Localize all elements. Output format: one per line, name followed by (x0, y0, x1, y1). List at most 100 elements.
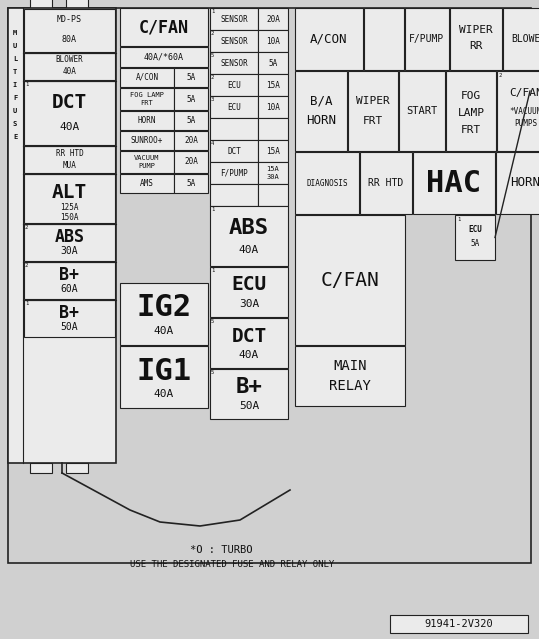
Text: FOG: FOG (461, 91, 481, 101)
Text: FRT: FRT (363, 116, 383, 126)
Text: 2: 2 (499, 73, 502, 78)
Bar (24, 174, 115, 223)
Text: SENSOR: SENSOR (220, 15, 248, 24)
Text: F: F (13, 95, 17, 101)
Bar (258, 184, 288, 206)
Text: HORN: HORN (306, 114, 336, 128)
Bar (120, 283, 208, 345)
Text: 125A: 125A (60, 203, 79, 213)
Bar (295, 346, 405, 406)
Text: 1: 1 (211, 268, 214, 273)
Text: 5: 5 (211, 319, 214, 324)
Text: F/PUMP: F/PUMP (410, 34, 445, 44)
Text: MAIN: MAIN (333, 359, 367, 373)
Bar (24, 9, 115, 52)
Bar (66, 463, 88, 473)
Bar (405, 8, 449, 70)
Bar (210, 140, 258, 162)
Text: START: START (406, 106, 438, 116)
Bar (210, 118, 258, 140)
Bar (30, 463, 52, 473)
Text: PUMP: PUMP (139, 164, 155, 169)
Text: ECU: ECU (468, 224, 482, 233)
Text: BLOWER: BLOWER (56, 56, 84, 65)
Text: ECU: ECU (231, 275, 267, 295)
Text: RR HTD: RR HTD (56, 150, 84, 158)
Text: ABS: ABS (229, 218, 269, 238)
Text: 15A: 15A (266, 81, 280, 89)
Text: B+: B+ (59, 304, 79, 322)
Text: L: L (13, 56, 17, 62)
Bar (8, 8, 116, 463)
Text: 5A: 5A (186, 116, 196, 125)
Bar (174, 131, 208, 150)
Text: HORN: HORN (138, 116, 156, 125)
Bar (24, 146, 115, 173)
Bar (210, 267, 288, 317)
Text: SENSOR: SENSOR (220, 36, 248, 45)
Bar (364, 8, 404, 70)
Bar (174, 88, 208, 110)
Bar (455, 215, 495, 260)
Text: T: T (13, 69, 17, 75)
Text: 1: 1 (25, 301, 28, 306)
Bar (120, 131, 174, 150)
Text: *O : TURBO: *O : TURBO (190, 545, 252, 555)
Text: IG2: IG2 (136, 293, 191, 323)
Text: AMS: AMS (140, 179, 154, 188)
Text: 10A: 10A (266, 102, 280, 111)
Text: WIPER: WIPER (356, 96, 390, 106)
Text: 5A: 5A (186, 73, 196, 82)
Bar (120, 174, 174, 193)
Text: DCT: DCT (227, 146, 241, 155)
Bar (258, 118, 288, 140)
Bar (450, 8, 502, 70)
Text: 5A: 5A (186, 95, 196, 104)
Text: 30A: 30A (267, 174, 279, 180)
Text: MUA: MUA (63, 160, 77, 169)
Bar (399, 71, 445, 151)
Text: 5: 5 (211, 370, 214, 375)
Bar (120, 151, 174, 173)
Bar (66, 0, 88, 8)
Bar (24, 224, 115, 261)
Bar (24, 53, 115, 80)
Text: 15A: 15A (267, 166, 279, 172)
Bar (348, 71, 398, 151)
Text: 10A: 10A (266, 36, 280, 45)
Bar (295, 8, 363, 70)
Bar (295, 215, 405, 345)
Text: 30A: 30A (61, 246, 78, 256)
Bar (24, 81, 115, 145)
Bar (210, 162, 258, 184)
Text: ECU: ECU (227, 102, 241, 111)
Bar (258, 162, 288, 184)
Text: C/FAN: C/FAN (139, 18, 189, 36)
Text: 5A: 5A (268, 59, 278, 68)
Bar (258, 52, 288, 74)
Text: 2: 2 (211, 75, 214, 80)
Text: C/FAN: C/FAN (321, 270, 379, 289)
Bar (174, 174, 208, 193)
Bar (174, 151, 208, 173)
Text: SENSOR: SENSOR (220, 59, 248, 68)
Bar (30, 0, 52, 8)
Bar (24, 300, 115, 337)
Text: 1: 1 (457, 217, 460, 222)
Text: 20A: 20A (184, 157, 198, 167)
Text: B+: B+ (236, 377, 262, 397)
Bar (496, 152, 539, 214)
Bar (503, 8, 539, 70)
Text: A/CON: A/CON (135, 73, 158, 82)
Text: FRT: FRT (461, 125, 481, 135)
Text: 40A: 40A (59, 122, 80, 132)
Text: C/FAN: C/FAN (509, 88, 539, 98)
Bar (210, 206, 288, 266)
Text: 2: 2 (25, 263, 28, 268)
Text: I: I (13, 82, 17, 88)
Text: E: E (13, 134, 17, 140)
Bar (497, 71, 539, 151)
Bar (258, 8, 288, 30)
Text: HAC: HAC (426, 169, 481, 197)
Text: ABS: ABS (54, 228, 85, 246)
